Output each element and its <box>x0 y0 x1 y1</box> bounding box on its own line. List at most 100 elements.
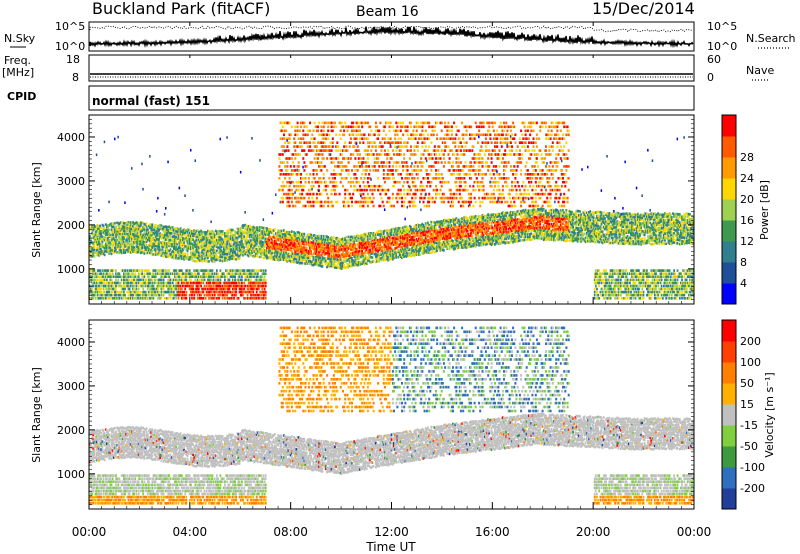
heatmap-cell <box>149 226 151 230</box>
heatmap-cell <box>138 250 141 254</box>
heatmap-cell <box>285 196 288 200</box>
heatmap-cell <box>239 246 242 249</box>
heatmap-cell <box>329 246 332 249</box>
heatmap-cell <box>170 284 173 288</box>
heatmap-cell <box>96 284 99 288</box>
heatmap-cell <box>136 240 139 243</box>
heatmap-cell <box>315 242 318 246</box>
heatmap-cell <box>201 257 204 261</box>
heatmap-cell <box>305 254 308 258</box>
heatmap-cell <box>142 284 145 288</box>
heatmap-cell <box>99 236 101 240</box>
heatmap-cell <box>288 238 291 242</box>
heatmap-cell <box>398 245 401 248</box>
heatmap-cell <box>165 275 167 278</box>
heatmap-cell <box>285 235 287 238</box>
heatmap-cell <box>239 240 242 243</box>
heatmap-cell <box>293 247 295 251</box>
heatmap-cell <box>295 260 298 264</box>
heatmap-cell <box>298 153 301 156</box>
heatmap-cell <box>307 260 310 263</box>
heatmap-cell <box>361 233 363 237</box>
heatmap-cell <box>312 177 315 180</box>
heatmap-cell <box>353 255 356 258</box>
heatmap-cell <box>399 188 402 192</box>
heatmap-cell <box>353 145 356 148</box>
heatmap-cell <box>188 272 191 275</box>
heatmap-cell <box>246 246 249 250</box>
heatmap-cell <box>178 254 181 258</box>
heatmap-cell <box>310 246 312 249</box>
heatmap-cell <box>351 169 353 172</box>
heatmap-cell <box>94 278 97 282</box>
heatmap-cell <box>370 178 372 181</box>
heatmap-cell <box>263 234 266 237</box>
heatmap-cell <box>399 248 402 252</box>
heatmap-cell <box>245 224 248 228</box>
heatmap-cell <box>146 233 149 237</box>
heatmap-cell <box>370 237 373 241</box>
heatmap-cell <box>98 227 100 230</box>
heatmap-cell <box>327 249 329 253</box>
heatmap-cell <box>374 125 377 129</box>
heatmap-cell <box>396 192 399 196</box>
heatmap-cell <box>222 253 225 256</box>
heatmap-cell <box>386 239 388 242</box>
heatmap-cell <box>373 245 376 248</box>
heatmap-cell <box>141 272 143 275</box>
heatmap-cell <box>92 278 95 282</box>
heatmap-cell <box>241 224 243 228</box>
heatmap-cell <box>359 246 361 250</box>
heatmap-cell <box>368 173 371 176</box>
heatmap-cell <box>318 184 321 188</box>
heatmap-cell <box>96 290 99 294</box>
heatmap-cell <box>311 254 314 258</box>
heatmap-cell <box>386 257 388 261</box>
heatmap-cell <box>169 290 172 294</box>
heatmap-cell <box>101 250 104 253</box>
heatmap-cell <box>127 248 130 252</box>
heatmap-cell <box>296 255 299 258</box>
heatmap-cell <box>281 235 284 239</box>
heatmap-cell <box>100 297 103 300</box>
heatmap-cell <box>226 284 229 288</box>
heatmap-cell <box>144 281 147 285</box>
heatmap-cell <box>378 145 381 148</box>
heatmap-cell <box>123 293 125 297</box>
heatmap-cell <box>348 264 351 267</box>
heatmap-cell <box>253 241 256 244</box>
heatmap-cell <box>200 281 202 285</box>
heatmap-cell <box>208 278 210 282</box>
heatmap-cell <box>183 246 185 250</box>
heatmap-cell <box>177 249 180 252</box>
heatmap-cell <box>91 255 94 258</box>
heatmap-cell <box>318 153 321 156</box>
heatmap-cell <box>339 137 342 140</box>
heatmap-cell <box>108 224 111 227</box>
heatmap-cell <box>162 287 165 291</box>
heatmap-cell <box>157 290 159 294</box>
heatmap-cell <box>159 269 162 272</box>
heatmap-cell <box>343 258 345 261</box>
heatmap-cell <box>394 133 397 137</box>
heatmap-cell <box>383 188 386 192</box>
heatmap-cell <box>262 297 265 300</box>
heatmap-cell <box>145 272 148 275</box>
heatmap-cell <box>314 180 317 184</box>
heatmap-cell <box>165 233 167 237</box>
heatmap-cell <box>288 184 291 188</box>
heatmap-cell <box>311 180 314 184</box>
heatmap-cell <box>262 241 265 244</box>
heatmap-cell <box>133 250 135 253</box>
heatmap-cell <box>92 290 95 294</box>
heatmap-cell <box>390 247 393 251</box>
heatmap-cell <box>168 287 171 291</box>
heatmap-cell <box>353 263 356 267</box>
heatmap-cell <box>143 222 146 226</box>
heatmap-cell <box>213 290 216 294</box>
heatmap-cell <box>183 228 185 232</box>
heatmap-cell <box>360 262 362 266</box>
heatmap-cell <box>141 240 143 244</box>
heatmap-cell <box>151 284 154 288</box>
heatmap-cell <box>270 241 273 244</box>
